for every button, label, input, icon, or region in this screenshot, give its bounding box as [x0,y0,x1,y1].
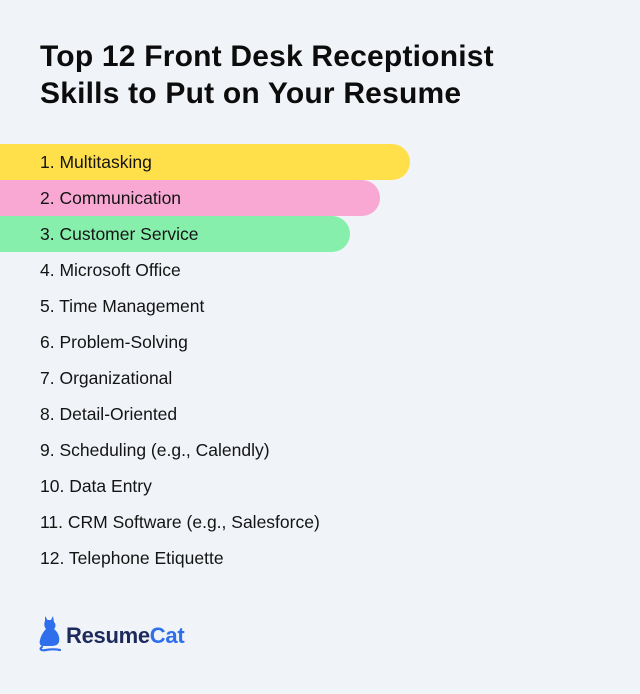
logo-text: ResumeCat [66,622,185,648]
resumecat-logo: ResumeCat [38,614,185,657]
skill-item-9: 9. Scheduling (e.g., Calendly) [40,439,270,460]
page-title: Top 12 Front Desk Receptionist Skills to… [40,38,494,112]
title-line-1: Top 12 Front Desk Receptionist [40,40,494,73]
cat-icon [38,614,62,657]
skill-item-4: 4. Microsoft Office [40,259,181,280]
skill-item-12: 12. Telephone Etiquette [40,547,224,568]
skills-list: 1. Multitasking 2. Communication 3. Cust… [0,144,410,576]
skill-item-7: 7. Organizational [40,367,173,388]
skill-item-10: 10. Data Entry [40,475,152,496]
skill-item-5: 5. Time Management [40,295,205,316]
title-line-2: Skills to Put on Your Resume [40,77,462,110]
skill-item-11: 11. CRM Software (e.g., Salesforce) [40,511,320,532]
skill-item-3: 3. Customer Service [0,216,350,252]
skill-item-1: 1. Multitasking [0,144,410,180]
skill-item-2: 2. Communication [0,180,380,216]
skill-item-8: 8. Detail-Oriented [40,403,178,424]
skill-item-6: 6. Problem-Solving [40,331,188,352]
